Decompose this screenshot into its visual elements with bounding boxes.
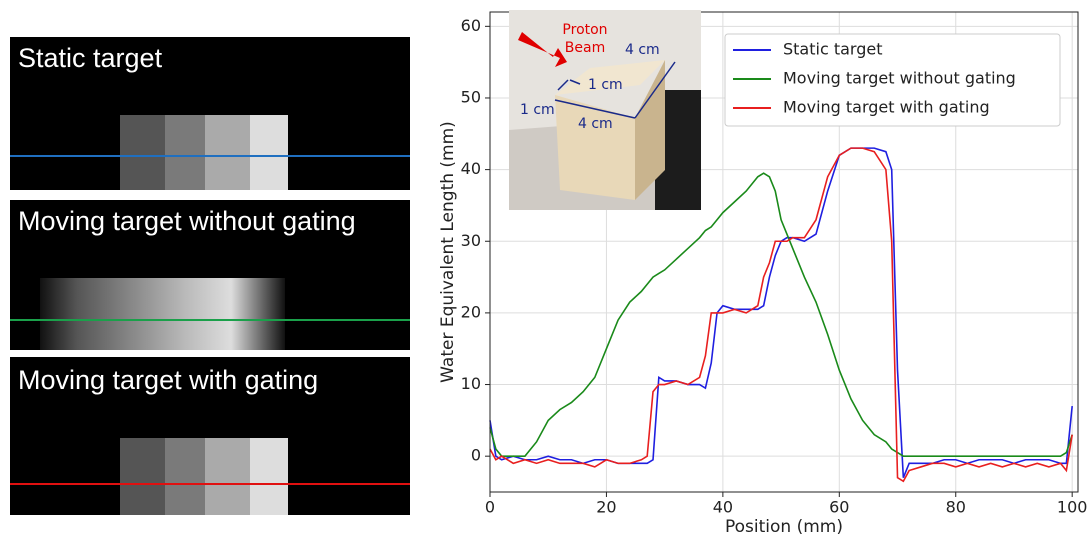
panel: Moving target with gating [10, 357, 410, 515]
panel-label: Moving target with gating [18, 365, 318, 395]
panel-label: Static target [18, 43, 163, 73]
panel: Static target [10, 37, 410, 190]
panel: Moving target without gating [10, 200, 410, 350]
y-tick-label: 50 [461, 87, 481, 106]
y-tick-label: 40 [461, 159, 481, 178]
legend-label: Static target [783, 40, 882, 59]
inset-label: 4 cm [625, 42, 660, 58]
y-tick-label: 10 [461, 374, 481, 393]
legend-box [724, 33, 1061, 127]
y-tick-label: 0 [471, 446, 481, 465]
y-tick-label: 20 [461, 302, 481, 321]
panel-label: Moving target without gating [18, 206, 356, 236]
inset-label: 4 cm [578, 116, 613, 132]
inset-label: Beam [565, 40, 605, 56]
y-tick-label: 30 [461, 231, 481, 250]
axes-frame [489, 11, 1079, 493]
inset-label: Proton [562, 22, 607, 38]
series-line [489, 172, 1073, 457]
legend-label: Moving target with gating [783, 98, 990, 117]
inset-label: 1 cm [588, 77, 623, 93]
x-tick-label: 20 [596, 498, 616, 517]
series-line [489, 147, 1073, 483]
y-axis-label: Water Equivalent Length (mm) [438, 121, 458, 383]
x-tick-label: 100 [1057, 498, 1088, 517]
inset-photo: Proton Beam 4 cm 1 cm 1 cm 4 cm [509, 10, 701, 210]
y-tick-label: 60 [461, 16, 481, 35]
x-axis-label: Position (mm) [725, 517, 843, 537]
inset-label: 1 cm [520, 102, 555, 118]
x-tick-label: 60 [829, 498, 849, 517]
x-tick-label: 40 [713, 498, 733, 517]
series-line [489, 147, 1073, 478]
x-tick-label: 80 [946, 498, 966, 517]
legend-label: Moving target without gating [783, 69, 1016, 88]
x-tick-label: 0 [485, 498, 495, 517]
